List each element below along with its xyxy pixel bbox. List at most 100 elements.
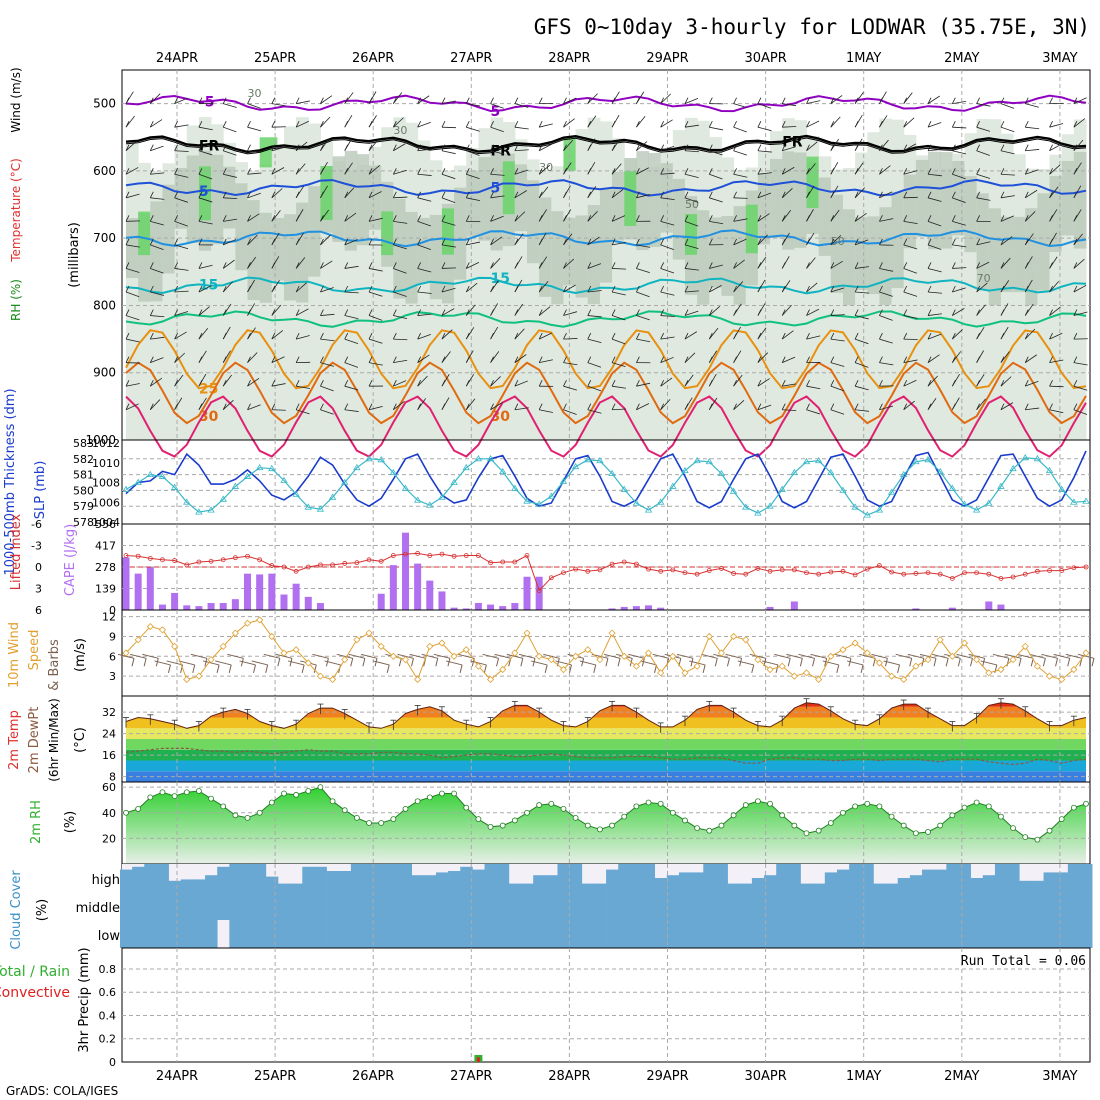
temperature-contour: [125, 276, 1087, 295]
wind-barb: [247, 213, 260, 222]
slp-point: [912, 457, 920, 465]
rh-point: [876, 803, 883, 810]
wind-barb-flag: [1073, 121, 1078, 128]
wind-barb-flag: [392, 168, 397, 175]
wind-barb-flag: [441, 168, 446, 175]
wind-barb-flag: [1024, 97, 1029, 104]
wind-barb: [490, 236, 503, 246]
wind-barb-flag: [854, 215, 859, 222]
wind-barb: [441, 308, 455, 316]
rh-point: [767, 800, 773, 807]
wind-barb: [737, 660, 754, 666]
wind-barb-flag: [1000, 356, 1005, 363]
wind-barb-flag: [441, 380, 446, 387]
wind-barb-flag: [563, 332, 567, 340]
wind-barb-flag: [271, 380, 276, 387]
wind-barb: [368, 191, 382, 199]
wind-barb-flag: [253, 664, 257, 674]
wind-barb: [312, 653, 329, 659]
rh-shade: [247, 200, 261, 301]
slp-point: [656, 498, 665, 505]
wind-barb-flag: [563, 144, 567, 151]
cloud-cover-bar: [508, 920, 522, 948]
wind-barb-flag: [222, 168, 227, 175]
wind-barb: [271, 356, 285, 363]
lifted-index-point: [476, 553, 481, 558]
cloud-cover-bar: [958, 864, 971, 892]
bottom-date-label: 29APR: [646, 1069, 688, 1084]
wind-barb-flag: [781, 332, 786, 340]
wind-barb: [178, 660, 195, 666]
wind-barb-flag: [271, 144, 276, 151]
lifted-index-point: [585, 568, 591, 574]
slp-point: [134, 478, 142, 485]
wind-barb: [684, 98, 699, 105]
wind-barb-flag: [806, 262, 810, 269]
cape-bar: [256, 574, 264, 610]
wind-barb-flag: [514, 97, 519, 104]
slp-point: [377, 456, 385, 463]
wind-barb: [247, 150, 262, 153]
wind-barb-flag: [660, 309, 665, 316]
cloud-cover-bar: [836, 920, 850, 948]
wind-barb: [563, 362, 578, 366]
wind-barb: [952, 267, 967, 269]
wind-barb-flag: [143, 658, 147, 667]
wind-barb-flag: [879, 356, 883, 363]
wind-barb-flag: [271, 168, 276, 175]
wind-barb-flag: [587, 285, 592, 293]
wind-barb-flag: [806, 191, 810, 198]
wind-barb-flag: [1073, 356, 1078, 363]
rh-point: [123, 809, 129, 816]
wind-barb-flag: [247, 403, 251, 410]
wind-barb: [976, 398, 986, 410]
wind-barb-flag: [538, 168, 543, 175]
contour-label: 15: [491, 271, 510, 287]
cloud-cover-bar: [302, 866, 315, 892]
wind-speed-point: [1082, 649, 1090, 657]
rh-point: [1010, 825, 1016, 832]
wind-barb-flag: [660, 380, 665, 387]
wind-barb: [1049, 123, 1064, 128]
cape-bar: [134, 573, 142, 610]
wind-barb-flag: [879, 309, 883, 316]
wind-barb: [733, 238, 747, 246]
wind-barb: [174, 290, 189, 293]
wind-barb: [465, 304, 476, 316]
cloud-cover-bar: [1007, 920, 1020, 948]
wind-barb: [271, 383, 286, 387]
wind-barb-flag: [563, 309, 567, 316]
wind-barb-flag: [879, 168, 883, 175]
wind-barb: [830, 95, 843, 104]
wind-barb-flag: [131, 658, 135, 667]
wind-barb: [296, 100, 310, 105]
slp-point: [1082, 497, 1090, 504]
wind-speed-point: [730, 632, 738, 641]
cloud-cover-bar: [1043, 892, 1057, 920]
wind-barb-flag: [1073, 262, 1078, 269]
bottom-date-label: 1MAY: [846, 1069, 881, 1084]
wind-barb-flag: [368, 380, 373, 387]
wind-speed-point: [523, 629, 531, 637]
slp-point: [790, 468, 799, 476]
wind-barb: [879, 218, 894, 222]
wind-barb: [295, 163, 306, 175]
wind-barb: [1000, 126, 1015, 133]
wind-speed-point: [389, 652, 397, 660]
cloud-cover-bar: [387, 864, 400, 892]
rh-point: [888, 813, 895, 820]
rh-shade: [1037, 193, 1051, 291]
rh-point: [536, 802, 543, 808]
cloud-cover-bar: [156, 892, 169, 920]
rh-shade: [563, 217, 577, 286]
rh-shade: [393, 198, 406, 299]
wind-barb-flag: [563, 121, 567, 128]
temperature-axis-label-2: 2m DewPt: [27, 707, 42, 774]
wind-barb-flag: [1049, 262, 1053, 269]
wind-barb-flag: [994, 664, 998, 674]
wind-barb-flag: [441, 97, 446, 104]
wind-barb-flag: [514, 285, 519, 293]
wind-barb-flag: [1049, 191, 1053, 198]
wind-barb: [538, 306, 551, 316]
wind-speed-point: [377, 642, 385, 650]
